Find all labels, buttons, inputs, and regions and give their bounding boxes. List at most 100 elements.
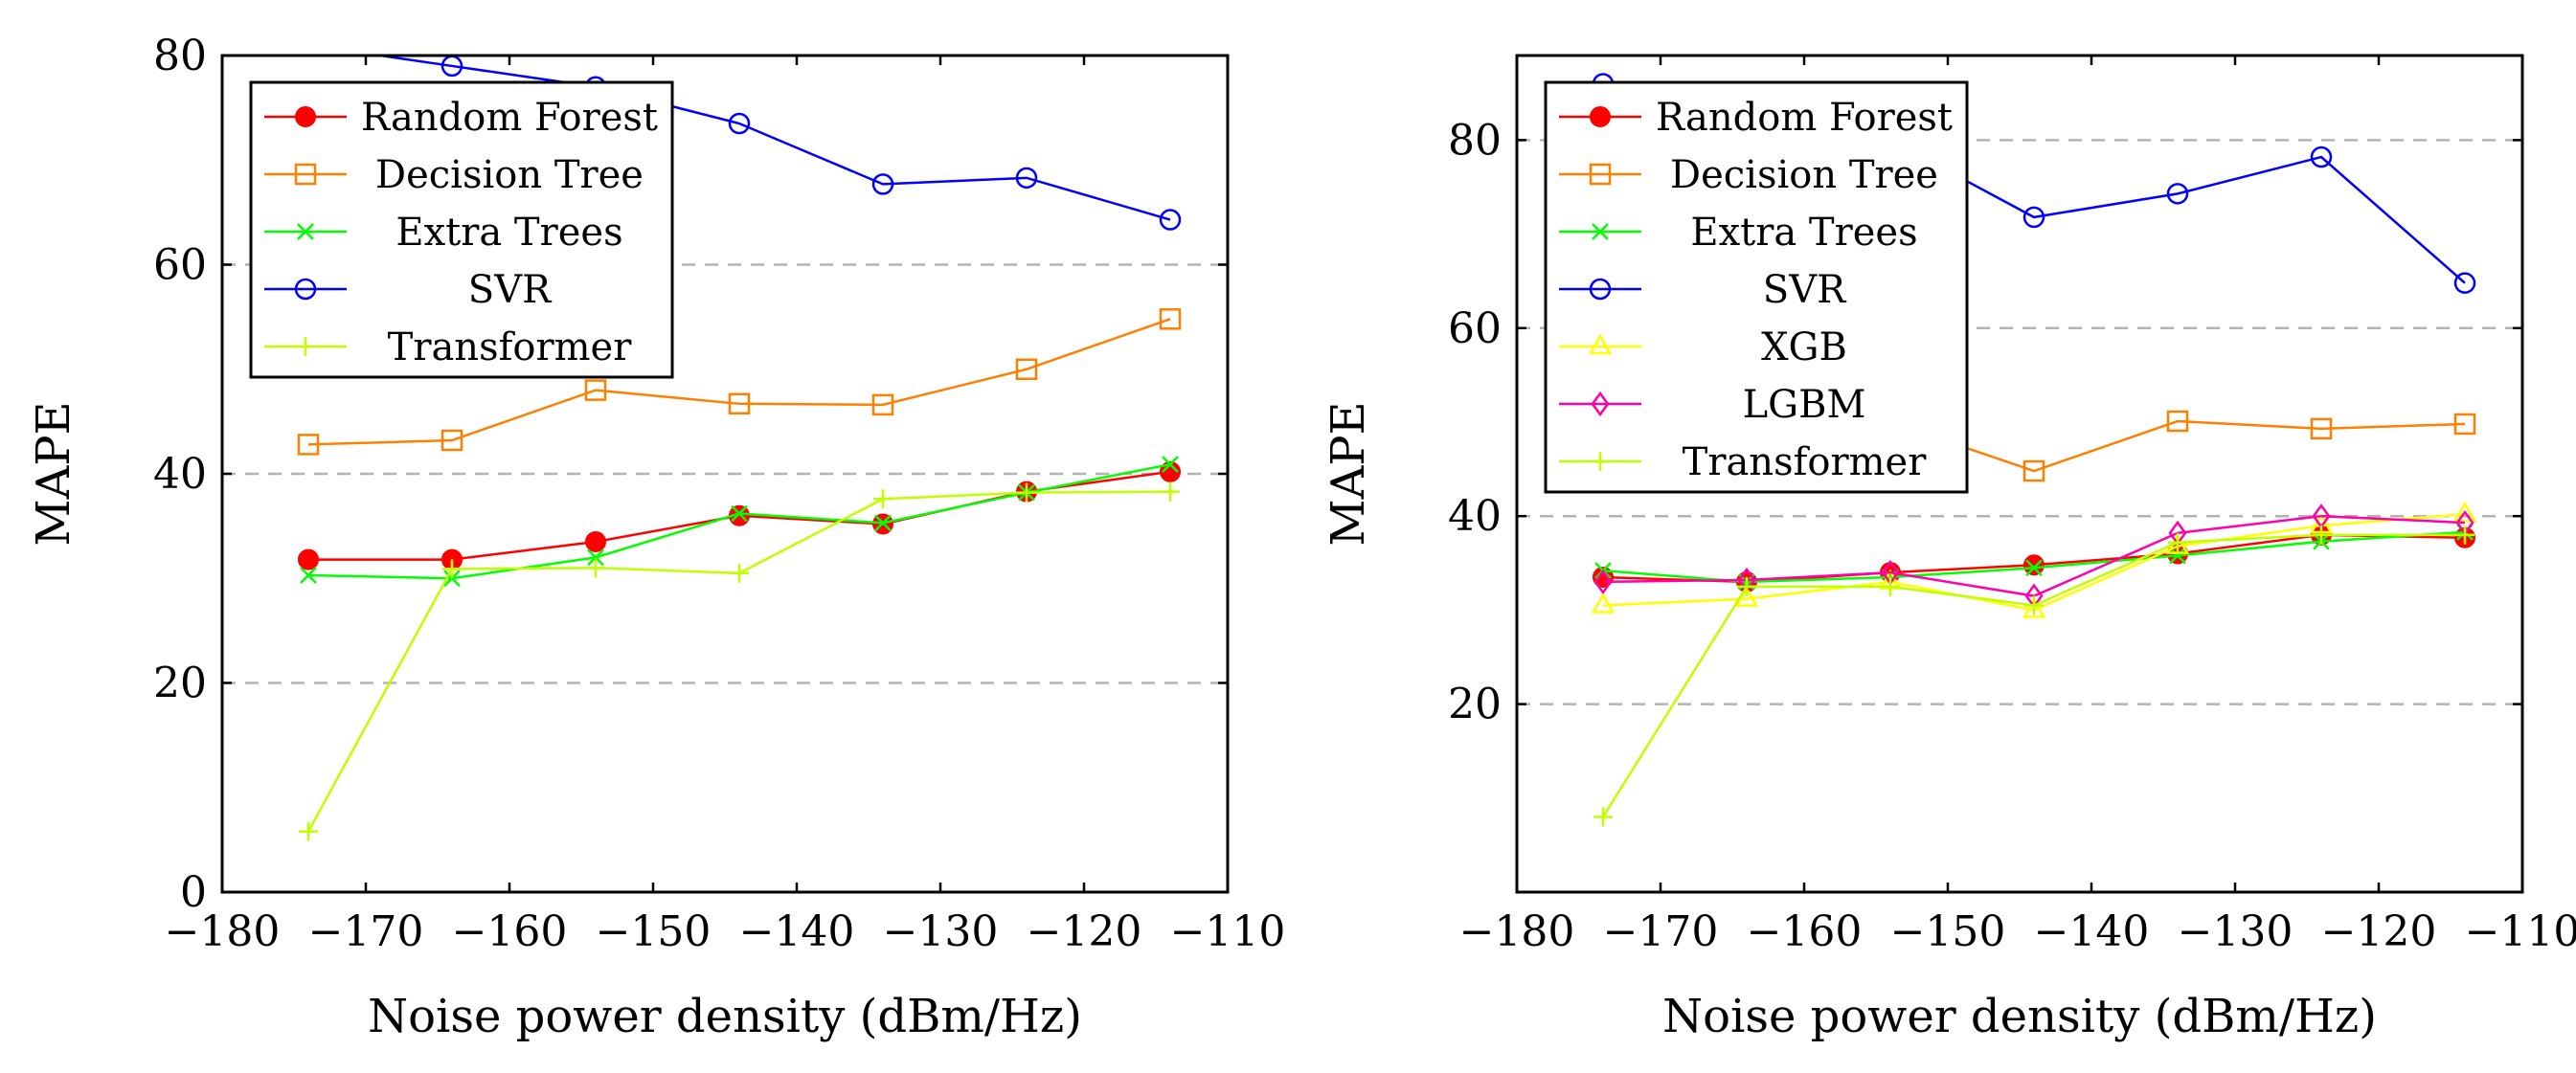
x-tick-label: −130: [883, 907, 999, 956]
data-point: [2453, 272, 2476, 294]
series-line: [1601, 533, 2465, 818]
data-point: [871, 173, 894, 195]
data-point: [2169, 547, 2186, 565]
legend-item: Decision Tree: [264, 153, 644, 197]
legend-label: XGB: [1761, 325, 1847, 369]
legend-marker: [297, 223, 314, 240]
legend-marker: [1588, 333, 1613, 355]
data-point: [873, 489, 893, 509]
plot-frame: [1515, 54, 2524, 894]
series-line: [372, 56, 1171, 221]
legend-item: Random Forest: [1559, 96, 1953, 140]
legend-marker: [294, 163, 317, 186]
series-transformer: [299, 481, 1180, 841]
series-random-forest: [298, 460, 1181, 570]
legend-item: LGBM: [1559, 383, 1865, 427]
data-point: [2453, 413, 2476, 436]
x-tick-label: −110: [1170, 907, 1286, 956]
legend-label: Decision Tree: [1670, 153, 1938, 197]
data-point: [1015, 358, 1038, 380]
data-point: [297, 434, 320, 456]
legend-label: LGBM: [1743, 383, 1866, 427]
legend-item: Extra Trees: [1559, 211, 1918, 255]
data-point: [2312, 525, 2331, 545]
legend-label: Extra Trees: [395, 211, 622, 255]
data-point: [584, 379, 607, 401]
data-point: [871, 393, 894, 416]
x-tick-label: −110: [2465, 907, 2576, 956]
legend-label: Decision Tree: [375, 153, 644, 197]
chart-left: −180 −170 −160 −150 −140 −130 −120 −110 0 20 40 60 8…: [27, 32, 1285, 1043]
y-axis-label: MAPE: [1322, 401, 1375, 546]
data-point: [1734, 586, 1759, 607]
data-point: [2023, 554, 2045, 576]
data-point: [2310, 145, 2333, 168]
data-point: [728, 112, 751, 135]
legend-marker: [1589, 163, 1612, 186]
data-point: [1593, 807, 1613, 827]
plot-frame: [220, 54, 1230, 894]
legend-label: Transformer: [1683, 440, 1928, 484]
legend-marker: [296, 337, 315, 356]
y-tick-label: 20: [153, 659, 207, 708]
y-tick-label: 60: [153, 241, 207, 290]
data-point: [730, 563, 749, 583]
legend-item: SVR: [264, 268, 553, 312]
y-tick-label: 80: [153, 32, 207, 80]
legend-marker: [295, 106, 316, 127]
data-point: [1161, 481, 1180, 502]
data-point: [1593, 569, 1613, 595]
legend-label: Transformer: [388, 325, 633, 369]
data-point: [2022, 206, 2045, 229]
legend: Random Forest Decision Tree Extra Trees SVR…: [249, 80, 674, 379]
series-decision-tree: [297, 308, 1182, 456]
data-point: [1737, 576, 1756, 596]
data-point: [2022, 596, 2046, 618]
y-tick-label: 40: [1448, 492, 1502, 541]
y-tick-label: 40: [153, 450, 207, 499]
data-point: [2166, 410, 2189, 433]
data-point: [586, 558, 605, 578]
data-point: [2024, 595, 2044, 615]
x-axis-label: Noise power density (dBm/Hz): [1662, 990, 2377, 1043]
data-point: [1017, 482, 1036, 503]
legend-label: Random Forest: [1656, 96, 1953, 140]
y-tick-label: 60: [1448, 304, 1502, 353]
x-axis-label: Noise power density (dBm/Hz): [368, 990, 1082, 1043]
data-point: [1015, 167, 1038, 190]
legend-box: [1544, 80, 1969, 494]
legend-item: SVR: [1559, 268, 1847, 312]
legend-label: Extra Trees: [1690, 211, 1917, 255]
x-tick-label: −180: [1459, 907, 1575, 956]
legend-item: Extra Trees: [264, 211, 623, 255]
x-tick-label: −160: [452, 907, 568, 956]
legend-marker: [294, 278, 317, 301]
chart-right: −180 −170 −160 −150 −140 −130 −120 −110 20 40 60 80…: [1322, 54, 2576, 1043]
x-tick-label: −180: [165, 907, 281, 956]
data-point: [299, 35, 318, 55]
x-tick-label: −140: [739, 907, 855, 956]
data-point: [442, 559, 462, 579]
data-point: [587, 548, 604, 567]
legend-item: Random Forest: [264, 96, 658, 140]
data-point: [299, 821, 318, 841]
y-tick-label: 80: [1448, 116, 1502, 165]
data-point: [731, 504, 748, 523]
data-point: [2452, 501, 2477, 523]
data-point: [298, 548, 319, 570]
data-point: [585, 531, 606, 553]
x-tick-label: −140: [2034, 907, 2150, 956]
data-point: [300, 567, 317, 584]
x-tick-label: −150: [596, 907, 712, 956]
data-point: [2310, 417, 2333, 440]
data-point: [2455, 525, 2474, 545]
legend-marker: [1589, 278, 1612, 301]
legend-item: Decision Tree: [1559, 153, 1938, 197]
legend-item: Transformer: [264, 325, 632, 369]
legend-marker: [1591, 452, 1610, 471]
data-point: [2022, 459, 2045, 482]
data-point: [874, 514, 892, 532]
data-point: [1881, 576, 1900, 596]
legend-marker: [1590, 106, 1611, 127]
